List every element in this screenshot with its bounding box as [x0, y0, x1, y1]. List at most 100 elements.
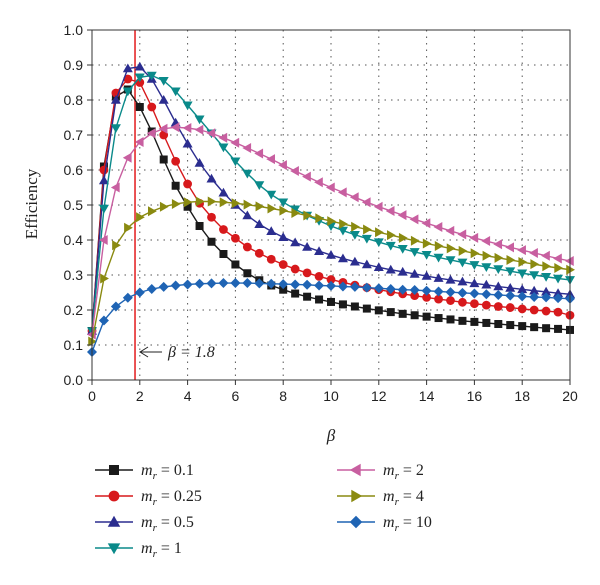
data-point	[349, 281, 360, 292]
data-point	[445, 225, 455, 236]
data-point	[553, 307, 563, 317]
data-point	[171, 181, 180, 190]
data-point	[457, 258, 468, 268]
data-point	[481, 236, 491, 247]
annotation-label: β = 1.8	[167, 344, 215, 361]
data-point	[421, 250, 432, 260]
data-point	[242, 242, 252, 252]
data-point	[230, 137, 240, 148]
data-point	[278, 232, 289, 241]
y-tick-label: 0.1	[64, 337, 84, 353]
data-point	[242, 169, 253, 179]
legend-label: mr = 0.25	[141, 488, 202, 508]
data-point	[231, 198, 241, 209]
data-point	[409, 248, 420, 257]
data-point	[361, 234, 372, 244]
data-point	[170, 122, 180, 133]
data-point	[470, 317, 479, 326]
data-point	[266, 226, 277, 235]
data-point	[542, 261, 552, 272]
data-point	[112, 240, 121, 251]
data-point	[349, 192, 359, 203]
data-point	[446, 315, 455, 324]
data-point	[482, 318, 491, 327]
data-point	[158, 95, 169, 104]
data-point	[326, 280, 336, 291]
x-tick-label: 14	[419, 388, 435, 404]
data-point	[337, 281, 348, 292]
data-point	[445, 274, 456, 284]
data-point	[373, 262, 384, 272]
data-point	[493, 265, 504, 275]
data-point	[375, 227, 384, 238]
data-point	[266, 278, 277, 289]
x-tick-label: 12	[371, 388, 387, 404]
data-point	[279, 205, 289, 216]
data-point	[170, 87, 181, 97]
annotation-group: β = 1.8	[139, 344, 215, 361]
legend-marker	[107, 515, 121, 527]
data-point	[506, 321, 515, 330]
data-point	[385, 284, 396, 294]
data-point	[158, 281, 169, 292]
series-group	[87, 61, 575, 357]
data-point	[182, 123, 192, 133]
data-point	[134, 61, 145, 71]
data-point	[290, 264, 300, 274]
x-tick-label: 18	[514, 388, 530, 404]
legend-label: mr = 0.5	[141, 514, 194, 534]
data-point	[457, 287, 468, 298]
legend-marker	[107, 543, 121, 555]
data-point	[397, 284, 408, 295]
data-point	[327, 297, 335, 306]
data-point	[182, 101, 193, 111]
data-point	[266, 190, 277, 200]
data-point	[554, 324, 563, 333]
data-point	[529, 292, 540, 303]
legend-marker	[349, 463, 361, 477]
y-tick-label: 0.7	[64, 127, 84, 143]
data-point	[434, 294, 443, 304]
data-point	[493, 239, 503, 250]
data-point	[158, 77, 169, 86]
data-point	[361, 259, 372, 269]
data-point	[302, 171, 311, 182]
data-point	[314, 280, 325, 291]
data-point	[254, 181, 265, 191]
data-point	[434, 240, 444, 251]
data-point	[433, 253, 444, 263]
data-point	[206, 128, 216, 139]
series-1	[88, 85, 574, 335]
data-point	[122, 87, 133, 97]
data-point	[518, 322, 527, 331]
data-point	[218, 278, 229, 289]
data-point	[171, 156, 181, 166]
data-point	[278, 198, 289, 208]
data-point	[469, 261, 480, 270]
data-point	[493, 289, 504, 300]
data-point	[410, 291, 420, 301]
data-point	[385, 264, 396, 274]
data-point	[219, 197, 229, 208]
legend-label: mr = 0.1	[141, 462, 194, 482]
legend-item: mr = 4	[337, 488, 424, 508]
annotation-arrow-head	[139, 346, 149, 358]
data-point	[421, 218, 431, 229]
data-point	[206, 278, 217, 289]
y-tick-label: 1.0	[64, 22, 84, 38]
data-point	[433, 222, 443, 233]
data-point	[254, 148, 264, 159]
legend-item: mr = 2	[337, 462, 424, 482]
data-point	[517, 304, 527, 314]
data-point	[553, 274, 564, 284]
data-point	[110, 124, 121, 133]
data-point	[219, 225, 228, 234]
legend-item: mr = 0.1	[95, 462, 194, 482]
data-point	[314, 272, 324, 281]
data-point	[505, 267, 516, 277]
y-tick-label: 0.4	[64, 232, 84, 248]
data-point	[243, 199, 253, 210]
data-point	[458, 316, 467, 325]
data-point	[529, 285, 540, 295]
data-point	[421, 285, 432, 296]
